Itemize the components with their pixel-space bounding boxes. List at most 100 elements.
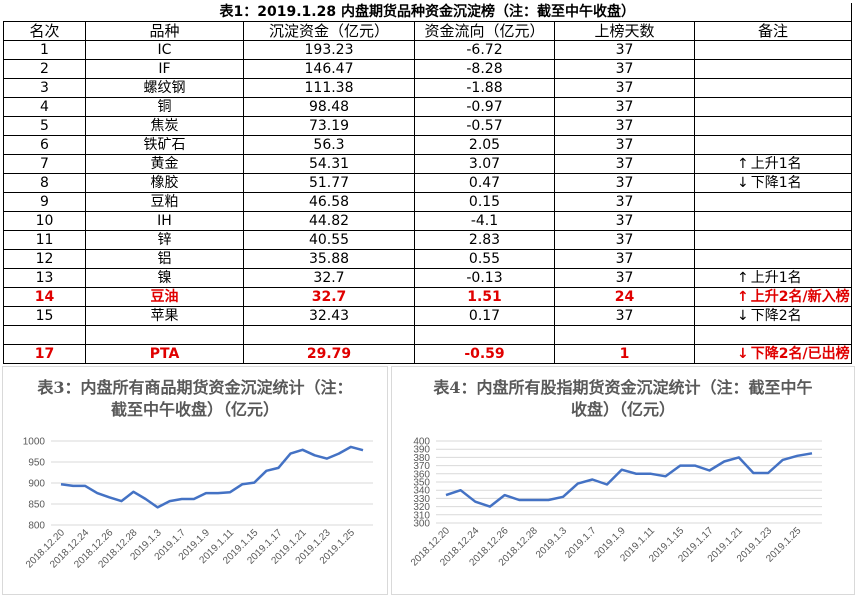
cell-days: 37 [554,230,695,250]
cell-rank: 17 [3,344,86,364]
y-tick-label: 850 [28,500,45,511]
cell-flow: -6.72 [414,40,555,60]
cell-rank [3,325,86,345]
y-tick-label: 950 [28,458,45,469]
note-text: 下降2名/已出榜 [750,345,850,362]
index-futures-chart-svg: 3003103203303403503603703803904002018.12… [409,437,822,569]
cell-name: 铁矿石 [85,135,244,155]
cell-note: 下降2名/已出榜 [694,344,852,364]
cell-name: 豆油 [85,287,244,307]
y-tick-label: 320 [413,502,430,513]
cell-note: 下降1名 [694,173,852,193]
cell-days: 37 [554,59,695,79]
chart-title: 表3：内盘所有商品期货资金沉淀统计（注：截至中午收盘）（亿元） [37,378,353,419]
cell-name: 锌 [85,230,244,250]
arrow-down-icon [737,346,751,362]
cell-days [554,325,695,345]
cell-name: 苹果 [85,306,244,326]
table-row: 1 IC 193.23 -6.72 37 [3,40,852,60]
cell-rank: 3 [3,78,86,98]
series-line [445,452,813,508]
cell-flow: -0.57 [414,116,555,136]
cell-flow: 2.05 [414,135,555,155]
cell-rank: 10 [3,211,86,231]
cell-rank: 5 [3,116,86,136]
cell-note: 上升1名 [694,154,852,174]
cell-note [694,40,852,60]
cell-flow: -0.13 [414,268,555,288]
cell-days: 37 [554,40,695,60]
chart-title: 表4：内盘所有股指期货资金沉淀统计（注：截至中午收盘）（亿元） [433,378,813,419]
cell-flow: -4.1 [414,211,555,231]
cell-flow: 0.55 [414,249,555,269]
cell-name: 橡胶 [85,173,244,193]
header-flow: 资金流向（亿元） [414,21,555,41]
cell-fund: 193.23 [243,40,415,60]
cell-fund: 32.43 [243,306,415,326]
cell-fund: 56.3 [243,135,415,155]
cell-flow: -0.59 [414,344,555,364]
cell-flow [414,325,555,345]
y-tick-label: 300 [413,519,430,530]
table-title-row: 表1：2019.1.28 内盘期货品种资金沉淀榜（注：截至中午收盘） [3,3,852,22]
cell-days: 37 [554,78,695,98]
y-tick-label: 350 [413,478,430,489]
arrow-down-icon [737,175,751,191]
cell-fund: 32.7 [243,268,415,288]
cell-days: 37 [554,192,695,212]
cell-note [694,135,852,155]
cell-days: 24 [554,287,695,307]
cell-fund: 40.55 [243,230,415,250]
y-tick-label: 330 [413,494,430,505]
x-tick-label: 2019.1.3 [534,525,570,561]
cell-fund [243,325,415,345]
table-row: 6 铁矿石 56.3 2.05 37 [3,135,852,155]
cell-rank: 13 [3,268,86,288]
cell-note: 下降2名 [694,306,852,326]
table-row: 2 IF 146.47 -8.28 37 [3,59,852,79]
cell-days: 37 [554,135,695,155]
table-row [3,325,852,345]
cell-rank: 15 [3,306,86,326]
cell-days: 37 [554,116,695,136]
cell-note [694,97,852,117]
cell-rank: 11 [3,230,86,250]
cell-name: 螺纹钢 [85,78,244,98]
cell-flow: -1.88 [414,78,555,98]
cell-fund: 111.38 [243,78,415,98]
cell-fund: 54.31 [243,154,415,174]
table-row: 12 铝 35.88 0.55 37 [3,249,852,269]
cell-fund: 35.88 [243,249,415,269]
arrow-up-icon [737,156,751,172]
cell-name: 铜 [85,97,244,117]
cell-days: 37 [554,173,695,193]
cell-note [694,78,852,98]
cell-rank: 1 [3,40,86,60]
table-row: 11 锌 40.55 2.83 37 [3,230,852,250]
cell-fund: 98.48 [243,97,415,117]
table-title: 表1：2019.1.28 内盘期货品种资金沉淀榜（注：截至中午收盘） [3,3,852,22]
fund-ranking-table: 表1：2019.1.28 内盘期货品种资金沉淀榜（注：截至中午收盘） 名次 品种… [3,3,852,364]
cell-flow: 3.07 [414,154,555,174]
arrow-up-icon [737,289,751,305]
cell-fund: 46.58 [243,192,415,212]
cell-rank: 9 [3,192,86,212]
cell-days: 37 [554,268,695,288]
y-tick-label: 370 [413,461,430,472]
cell-name: IF [85,59,244,79]
arrow-down-icon [737,308,751,324]
note-text: 下降1名 [750,174,802,191]
table-row: 3 螺纹钢 111.38 -1.88 37 [3,78,852,98]
y-tick-label: 340 [413,486,430,497]
note-text: 上升2名/新入榜 [750,288,850,305]
cell-flow: 2.83 [414,230,555,250]
note-text: 上升1名 [750,269,802,286]
y-tick-label: 1000 [23,437,46,448]
y-tick-label: 390 [413,445,430,456]
index-futures-chart: 表4：内盘所有股指期货资金沉淀统计（注：截至中午收盘）（亿元） 300 310 32… [391,366,855,595]
cell-name [85,325,244,345]
cell-name: IH [85,211,244,231]
